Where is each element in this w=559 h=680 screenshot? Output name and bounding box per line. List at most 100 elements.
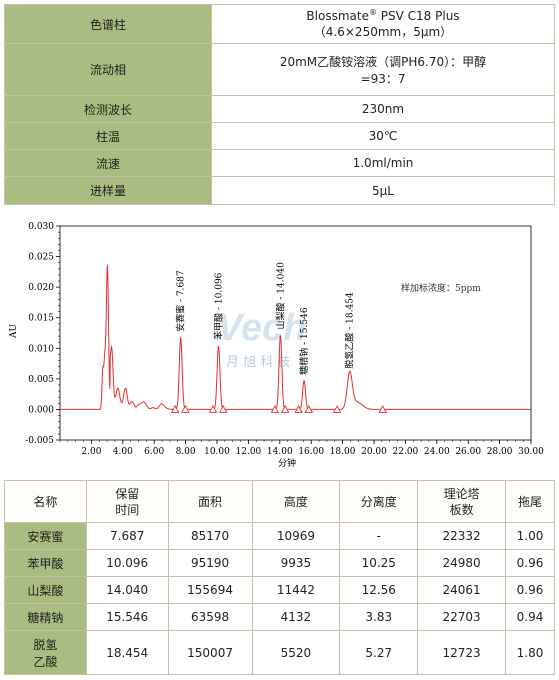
- table-cell: 1.00: [505, 522, 555, 550]
- x-tick-label: 12.00: [236, 447, 262, 457]
- registered-mark: ®: [368, 8, 377, 17]
- x-tick-label: 8.00: [176, 447, 196, 457]
- flow-rate-label: 流速: [4, 149, 212, 177]
- baseline-marker: [218, 404, 228, 413]
- baseline-marker: [378, 404, 387, 413]
- table-cell: 4132: [251, 603, 341, 631]
- compound-name: 安赛蜜: [4, 522, 87, 550]
- results-header-1: 保留 时间: [85, 480, 169, 523]
- table-cell: 10.25: [339, 549, 419, 577]
- table-cell: 5.27: [339, 630, 419, 675]
- table-cell: -: [339, 522, 419, 550]
- mobile-phase-value: 20mM乙酸铵溶液（调PH6.70）：甲醇 =93：7: [211, 43, 555, 96]
- baseline-marker: [208, 404, 218, 413]
- y-axis-label: AU: [9, 324, 19, 339]
- table-row: 苯甲酸 10.096 95190 9935 10.25 24980 0.96: [4, 549, 555, 577]
- peak-label: 安赛蜜 - 7.687: [175, 270, 187, 332]
- table-row: 山梨酸 14.040 155694 11442 12.56 24061 0.96: [4, 576, 555, 604]
- baseline-marker: [270, 404, 280, 413]
- table-cell: 150007: [167, 630, 253, 675]
- y-tick-label: 0.030: [28, 222, 54, 232]
- table-cell: 7.687: [85, 522, 169, 550]
- baseline-marker: [304, 404, 314, 413]
- chromatogram: Vech 月 旭 科 技 -0.005 0.000 0.005 0.010 0.015 0…: [4, 220, 555, 470]
- compound-name: 糖精钠: [4, 603, 87, 631]
- y-tick-label: -0.005: [25, 436, 54, 446]
- peak-label: 山梨酸 - 14.040: [274, 262, 286, 330]
- compound-name: 山梨酸: [4, 576, 87, 604]
- results-header-3: 高度: [251, 480, 341, 523]
- table-cell: 0.96: [505, 576, 555, 604]
- x-tick-label: 24.00: [424, 447, 450, 457]
- results-header-4: 分离度: [339, 480, 419, 523]
- table-cell: 95190: [167, 549, 253, 577]
- column-dimensions: （4.6×250mm，5μm）: [313, 25, 453, 39]
- table-row: 糖精钠 15.546 63598 4132 3.83 22703 0.94: [4, 603, 555, 631]
- mobile-phase-line2: =93：7: [360, 71, 406, 86]
- wavelength-value: 230nm: [211, 95, 555, 123]
- x-tick-label: 28.00: [487, 447, 513, 457]
- table-cell: 1.80: [505, 630, 555, 675]
- svg-text:Vech: Vech: [217, 307, 306, 349]
- column-brand: Blossmate: [306, 9, 369, 23]
- x-tick-label: 20.00: [361, 447, 387, 457]
- wavelength-label: 检测波长: [4, 95, 212, 123]
- table-cell: 15.546: [85, 603, 169, 631]
- y-tick-label: 0.020: [28, 283, 54, 293]
- table-cell: 3.83: [339, 603, 419, 631]
- temperature-label: 柱温: [4, 122, 212, 150]
- x-tick-label: 30.00: [518, 447, 544, 457]
- y-tick-label: 0.025: [28, 253, 54, 263]
- table-cell: 0.96: [505, 549, 555, 577]
- mobile-phase-label: 流动相: [4, 43, 212, 96]
- x-tick-label: 26.00: [455, 447, 481, 457]
- results-table: 名称 保留 时间 面积 高度 分离度 理论塔 板数 拖尾 安赛蜜 7.687 85170 10969-…: [4, 480, 555, 675]
- table-cell: 12723: [417, 630, 507, 675]
- results-header-2: 面积: [167, 480, 253, 523]
- baseline-marker: [280, 404, 290, 413]
- column-model: PSV C18 Plus: [376, 9, 460, 23]
- table-cell: 5520: [251, 630, 341, 675]
- x-tick-label: 4.00: [113, 447, 133, 457]
- conditions-table: 色谱柱 Blossmate® PSV C18 Plus （4.6×250mm，5…: [4, 4, 555, 205]
- table-cell: 10.096: [85, 549, 169, 577]
- injection-volume-value: 5μL: [211, 176, 555, 205]
- table-cell: 85170: [167, 522, 253, 550]
- peak-label: 苯甲酸 - 10.096: [213, 272, 225, 340]
- watermark-text: 月 旭 科 技: [226, 355, 290, 370]
- mobile-phase-line1: 20mM乙酸铵溶液（调PH6.70）：甲醇: [279, 54, 487, 69]
- x-tick-label: 2.00: [81, 447, 101, 457]
- y-tick-label: 0.000: [28, 405, 54, 415]
- baseline-marker: [170, 404, 180, 413]
- peak-label: 脱氢乙酸 - 18.454: [344, 292, 356, 369]
- results-header-6: 拖尾: [505, 480, 555, 523]
- chromatogram-svg: Vech 月 旭 科 技 -0.005 0.000 0.005 0.010 0.015 0…: [9, 222, 544, 469]
- table-cell: 0.94: [505, 603, 555, 631]
- sample-annotation: 样加标浓度：5ppm: [401, 282, 481, 294]
- x-tick-label: 10.00: [204, 447, 230, 457]
- chromatogram-trace: [60, 264, 531, 410]
- baseline-marker: [332, 404, 342, 413]
- temperature-value: 30℃: [211, 122, 555, 150]
- y-tick-label: 0.010: [28, 344, 54, 354]
- table-cell: 9935: [251, 549, 341, 577]
- table-cell: 22703: [417, 603, 507, 631]
- x-tick-label: 22.00: [393, 447, 419, 457]
- x-tick-label: 6.00: [144, 447, 164, 457]
- table-cell: 11442: [251, 576, 341, 604]
- flow-rate-value: 1.0ml/min: [211, 149, 555, 177]
- x-axis-label: 分钟: [278, 457, 296, 469]
- table-row: 安赛蜜 7.687 85170 10969-22332 1.00: [4, 522, 555, 550]
- x-tick-label: 18.00: [330, 447, 356, 457]
- compound-name: 脱氢 乙酸: [4, 630, 87, 675]
- y-tick-label: 0.005: [28, 375, 54, 385]
- table-row: 脱氢 乙酸 18.454 150007 5520 5.27 12723 1.80: [4, 630, 555, 675]
- table-cell: 12.56: [339, 576, 419, 604]
- x-tick-label: 14.00: [267, 447, 293, 457]
- table-cell: 22332: [417, 522, 507, 550]
- table-cell: 14.040: [85, 576, 169, 604]
- table-cell: 18.454: [85, 630, 169, 675]
- y-tick-label: 0.015: [28, 314, 54, 324]
- compound-name: 苯甲酸: [4, 549, 87, 577]
- watermark-logo: Vech: [217, 307, 306, 349]
